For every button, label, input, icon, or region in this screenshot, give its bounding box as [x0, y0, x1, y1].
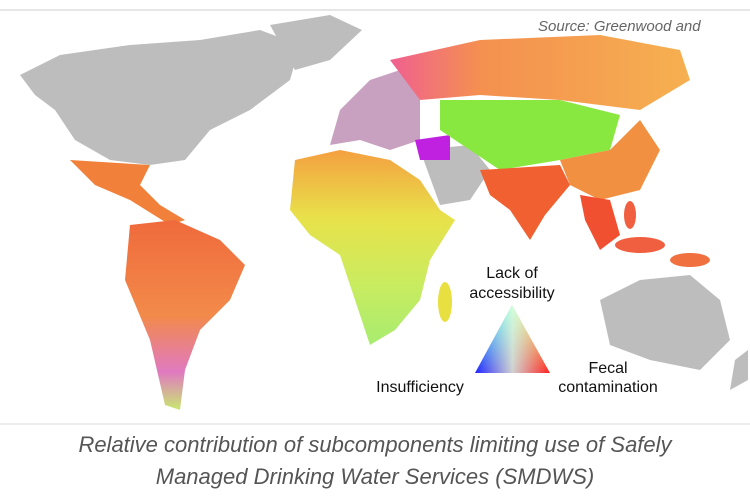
- legend-right: contamination: [558, 379, 658, 396]
- legend-top: Lack of: [486, 265, 538, 282]
- ternary-legend: Lack of accessibility Insufficiency Feca…: [376, 265, 658, 396]
- legend-left: Insufficiency: [376, 379, 464, 396]
- world-map: [20, 15, 748, 410]
- caption: Managed Drinking Water Services (SMDWS): [156, 464, 595, 489]
- source: Source: Greenwood and: [538, 18, 701, 35]
- legend-top: accessibility: [469, 285, 554, 302]
- caption: Relative contribution of subcomponents l…: [78, 432, 673, 457]
- legend-right: Fecal: [588, 360, 627, 377]
